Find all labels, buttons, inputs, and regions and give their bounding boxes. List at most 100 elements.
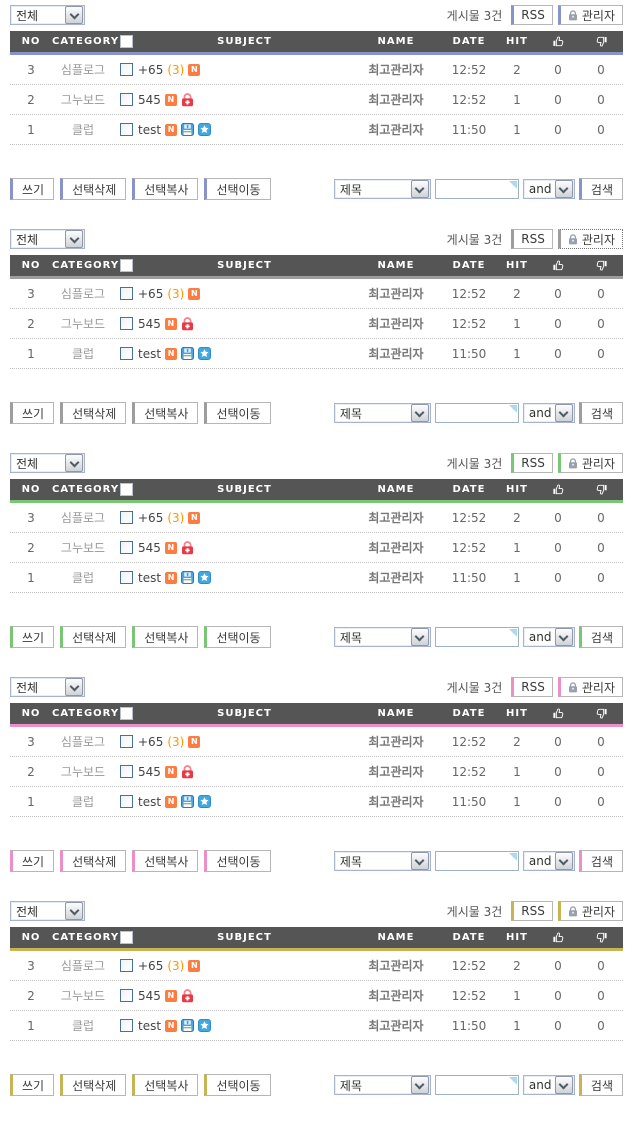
post-subject-link[interactable]: 545 bbox=[138, 540, 161, 555]
row-checkbox[interactable] bbox=[119, 287, 133, 300]
row-checkbox[interactable] bbox=[119, 63, 133, 76]
row-checkbox[interactable] bbox=[119, 959, 133, 972]
post-category[interactable]: 그누보드 bbox=[60, 541, 106, 555]
select-all-checkbox[interactable] bbox=[119, 35, 133, 48]
write-button[interactable]: 쓰기 bbox=[10, 178, 55, 200]
row-checkbox[interactable] bbox=[119, 571, 133, 584]
row-checkbox[interactable] bbox=[119, 765, 133, 778]
post-subject-link[interactable]: +65 bbox=[138, 62, 164, 77]
row-checkbox[interactable] bbox=[119, 511, 133, 524]
row-checkbox[interactable] bbox=[119, 123, 133, 136]
move-selected-button[interactable]: 선택이동 bbox=[204, 402, 271, 424]
post-subject-link[interactable]: test bbox=[138, 794, 162, 809]
search-operator-select[interactable]: and bbox=[522, 179, 575, 199]
move-selected-button[interactable]: 선택이동 bbox=[204, 1074, 271, 1096]
move-selected-button[interactable]: 선택이동 bbox=[204, 178, 271, 200]
write-button[interactable]: 쓰기 bbox=[10, 1074, 55, 1096]
rss-button[interactable]: RSS bbox=[511, 229, 553, 249]
post-category[interactable]: 클럽 bbox=[71, 123, 95, 137]
copy-selected-button[interactable]: 선택복사 bbox=[132, 1074, 199, 1096]
post-category[interactable]: 클럽 bbox=[71, 347, 95, 361]
post-subject-link[interactable]: 545 bbox=[138, 316, 161, 331]
search-field-select[interactable]: 제목 bbox=[333, 851, 431, 871]
post-category[interactable]: 그누보드 bbox=[60, 317, 106, 331]
write-button[interactable]: 쓰기 bbox=[10, 626, 55, 648]
post-category[interactable]: 심플로그 bbox=[60, 735, 106, 749]
search-operator-select[interactable]: and bbox=[522, 403, 575, 423]
select-all-checkbox[interactable] bbox=[119, 259, 133, 272]
admin-button[interactable]: 관리자 bbox=[557, 229, 623, 249]
search-input[interactable] bbox=[435, 852, 518, 870]
copy-selected-button[interactable]: 선택복사 bbox=[132, 850, 199, 872]
search-operator-select[interactable]: and bbox=[522, 1075, 575, 1095]
post-subject-link[interactable]: test bbox=[138, 346, 162, 361]
search-field-select[interactable]: 제목 bbox=[333, 627, 431, 647]
category-filter-select[interactable]: 전체 bbox=[10, 229, 85, 249]
post-category[interactable]: 클럽 bbox=[71, 795, 95, 809]
search-button[interactable]: 검색 bbox=[578, 850, 623, 872]
admin-button[interactable]: 관리자 bbox=[557, 5, 623, 25]
search-input[interactable] bbox=[435, 1076, 518, 1094]
post-subject-link[interactable]: 545 bbox=[138, 988, 161, 1003]
post-category[interactable]: 심플로그 bbox=[60, 63, 106, 77]
post-subject-link[interactable]: test bbox=[138, 1018, 162, 1033]
rss-button[interactable]: RSS bbox=[511, 677, 553, 697]
search-button[interactable]: 검색 bbox=[578, 402, 623, 424]
row-checkbox[interactable] bbox=[119, 93, 133, 106]
rss-button[interactable]: RSS bbox=[511, 453, 553, 473]
row-checkbox[interactable] bbox=[119, 347, 133, 360]
search-operator-select[interactable]: and bbox=[522, 627, 575, 647]
select-all-checkbox[interactable] bbox=[119, 707, 133, 720]
move-selected-button[interactable]: 선택이동 bbox=[204, 850, 271, 872]
search-button[interactable]: 검색 bbox=[578, 1074, 623, 1096]
select-all-checkbox[interactable] bbox=[119, 931, 133, 944]
post-category[interactable]: 클럽 bbox=[71, 1019, 95, 1033]
post-subject-link[interactable]: test bbox=[138, 122, 162, 137]
post-category[interactable]: 심플로그 bbox=[60, 287, 106, 301]
rss-button[interactable]: RSS bbox=[511, 901, 553, 921]
search-field-select[interactable]: 제목 bbox=[333, 1075, 431, 1095]
post-subject-link[interactable]: test bbox=[138, 570, 162, 585]
post-category[interactable]: 심플로그 bbox=[60, 959, 106, 973]
post-category[interactable]: 심플로그 bbox=[60, 511, 106, 525]
post-subject-link[interactable]: +65 bbox=[138, 510, 164, 525]
select-all-checkbox[interactable] bbox=[119, 483, 133, 496]
admin-button[interactable]: 관리자 bbox=[557, 453, 623, 473]
search-operator-select[interactable]: and bbox=[522, 851, 575, 871]
admin-button[interactable]: 관리자 bbox=[557, 901, 623, 921]
search-button[interactable]: 검색 bbox=[578, 626, 623, 648]
post-category[interactable]: 그누보드 bbox=[60, 765, 106, 779]
search-field-select[interactable]: 제목 bbox=[333, 179, 431, 199]
post-subject-link[interactable]: 545 bbox=[138, 764, 161, 779]
post-subject-link[interactable]: +65 bbox=[138, 286, 164, 301]
copy-selected-button[interactable]: 선택복사 bbox=[132, 178, 199, 200]
search-field-select[interactable]: 제목 bbox=[333, 403, 431, 423]
row-checkbox[interactable] bbox=[119, 735, 133, 748]
post-subject-link[interactable]: +65 bbox=[138, 734, 164, 749]
delete-selected-button[interactable]: 선택삭제 bbox=[60, 626, 127, 648]
row-checkbox[interactable] bbox=[119, 795, 133, 808]
post-subject-link[interactable]: 545 bbox=[138, 92, 161, 107]
category-filter-select[interactable]: 전체 bbox=[10, 901, 85, 921]
post-subject-link[interactable]: +65 bbox=[138, 958, 164, 973]
search-input[interactable] bbox=[435, 628, 518, 646]
copy-selected-button[interactable]: 선택복사 bbox=[132, 402, 199, 424]
category-filter-select[interactable]: 전체 bbox=[10, 5, 85, 25]
search-input[interactable] bbox=[435, 404, 518, 422]
post-category[interactable]: 그누보드 bbox=[60, 93, 106, 107]
search-input[interactable] bbox=[435, 180, 518, 198]
delete-selected-button[interactable]: 선택삭제 bbox=[60, 1074, 127, 1096]
delete-selected-button[interactable]: 선택삭제 bbox=[60, 402, 127, 424]
admin-button[interactable]: 관리자 bbox=[557, 677, 623, 697]
row-checkbox[interactable] bbox=[119, 989, 133, 1002]
delete-selected-button[interactable]: 선택삭제 bbox=[60, 178, 127, 200]
write-button[interactable]: 쓰기 bbox=[10, 402, 55, 424]
row-checkbox[interactable] bbox=[119, 317, 133, 330]
category-filter-select[interactable]: 전체 bbox=[10, 453, 85, 473]
row-checkbox[interactable] bbox=[119, 1019, 133, 1032]
delete-selected-button[interactable]: 선택삭제 bbox=[60, 850, 127, 872]
write-button[interactable]: 쓰기 bbox=[10, 850, 55, 872]
category-filter-select[interactable]: 전체 bbox=[10, 677, 85, 697]
move-selected-button[interactable]: 선택이동 bbox=[204, 626, 271, 648]
post-category[interactable]: 그누보드 bbox=[60, 989, 106, 1003]
